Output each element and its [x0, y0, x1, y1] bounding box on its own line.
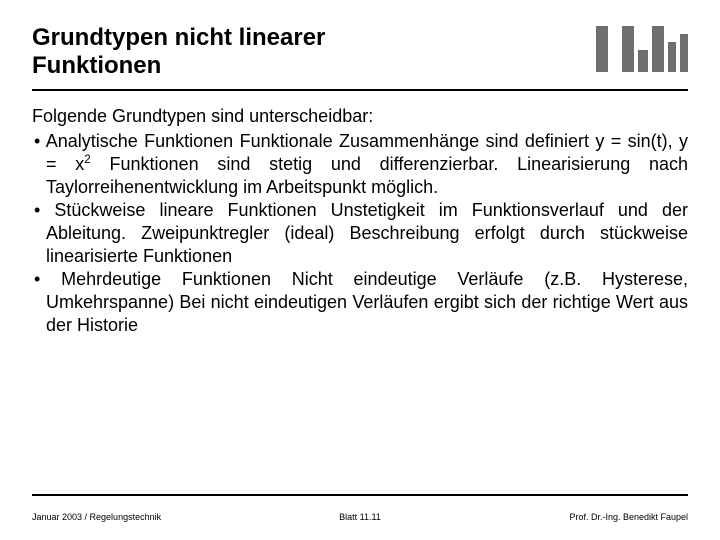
slide: Grundtypen nicht linearer Funktionen Fol… — [0, 0, 720, 540]
header: Grundtypen nicht linearer Funktionen — [32, 24, 688, 79]
footer-center: Blatt 11.11 — [32, 512, 688, 522]
bullet-item: Stückweise lineare Funktionen Unstetigke… — [32, 199, 688, 268]
title-line1: Grundtypen nicht linearer — [32, 24, 325, 51]
intro-text: Folgende Grundtypen sind unterscheidbar: — [32, 105, 688, 128]
divider-top — [32, 89, 688, 91]
htw-logo-icon — [596, 26, 688, 72]
bullet-item: Analytische Funktionen Funktionale Zusam… — [32, 130, 688, 199]
title-line2: Funktionen — [32, 52, 161, 79]
divider-bottom — [32, 494, 688, 496]
footer: Januar 2003 / Regelungstechnik Blatt 11.… — [32, 512, 688, 522]
bullet-head: Mehrdeutige Funktionen — [61, 269, 271, 289]
slide-title: Grundtypen nicht linearer Funktionen — [32, 24, 325, 79]
body-text: Folgende Grundtypen sind unterscheidbar:… — [32, 105, 688, 337]
bullet-head: Stückweise lineare Funktionen — [54, 200, 316, 220]
bullet-head: Analytische Funktionen — [46, 131, 234, 151]
bullet-item: Mehrdeutige Funktionen Nicht eindeutige … — [32, 268, 688, 337]
